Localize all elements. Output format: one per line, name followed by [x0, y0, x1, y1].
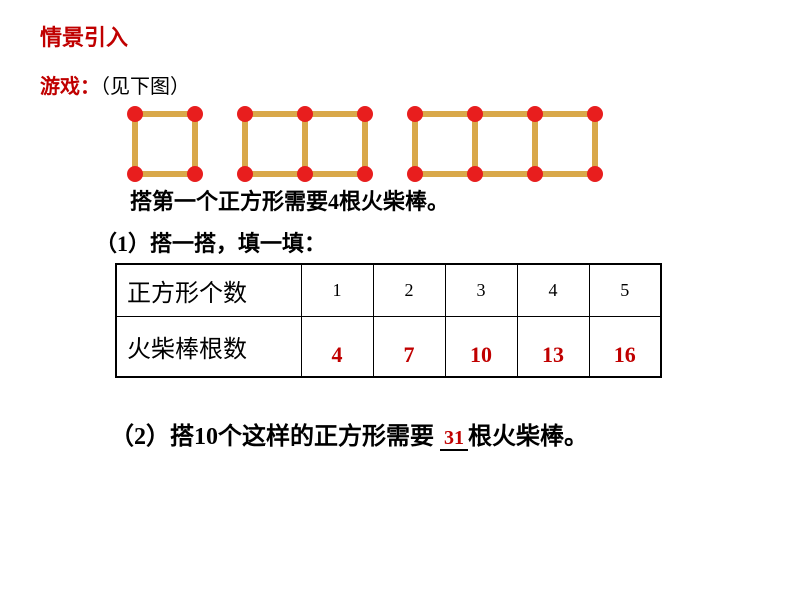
matchstick-head: [127, 106, 143, 122]
matchstick-horizontal: [418, 171, 472, 177]
matchstick-head: [357, 166, 373, 182]
question-2: （2）搭10个这样的正方形需要 31根火柴棒。: [110, 418, 754, 456]
matchstick-vertical: [532, 117, 538, 171]
table-container: 正方形个数 1 2 3 4 5 火柴棒根数 4 7 10 13 16: [115, 263, 754, 378]
matchstick-head: [187, 106, 203, 122]
matchstick-head: [587, 106, 603, 122]
question-1: （1）搭一搭，填一填：: [95, 226, 754, 258]
table-value-cell: 7: [373, 317, 445, 377]
matchstick-diagram-row: [135, 114, 754, 174]
matchstick-horizontal: [538, 171, 592, 177]
matchstick-table: 正方形个数 1 2 3 4 5 火柴棒根数 4 7 10 13 16: [115, 263, 662, 378]
matchstick-head: [467, 106, 483, 122]
matchstick-vertical: [192, 117, 198, 171]
matchstick-head: [297, 106, 313, 122]
matchstick-horizontal: [138, 111, 192, 117]
matchstick-vertical: [242, 117, 248, 171]
table-value-cell: 13: [517, 317, 589, 377]
matchstick-horizontal: [308, 171, 362, 177]
matchstick-head: [237, 106, 253, 122]
matchstick-horizontal: [248, 171, 302, 177]
matchstick-horizontal: [138, 171, 192, 177]
matchstick-head: [407, 166, 423, 182]
game-subheading: 游戏：（见下图）: [40, 70, 754, 99]
matchstick-shape-2: [245, 114, 365, 174]
matchstick-vertical: [362, 117, 368, 171]
matchstick-head: [237, 166, 253, 182]
answer-blank: 31: [440, 425, 468, 451]
subheading-red-text: 游戏：: [40, 76, 100, 98]
matchstick-head: [527, 166, 543, 182]
table-header-cell: 2: [373, 264, 445, 317]
matchstick-shape-1: [135, 114, 195, 174]
matchstick-vertical: [132, 117, 138, 171]
matchstick-vertical: [592, 117, 598, 171]
matchstick-head: [527, 106, 543, 122]
matchstick-head: [127, 166, 143, 182]
table-header-cell: 1: [301, 264, 373, 317]
matchstick-horizontal: [418, 111, 472, 117]
question2-text-part2: 根火柴棒。: [468, 424, 588, 450]
matchstick-head: [357, 106, 373, 122]
section-heading: 情景引入: [40, 20, 754, 52]
matchstick-horizontal: [478, 111, 532, 117]
table-row-headers: 正方形个数 1 2 3 4 5: [116, 264, 661, 317]
matchstick-head: [587, 166, 603, 182]
table-value-cell: 10: [445, 317, 517, 377]
matchstick-vertical: [302, 117, 308, 171]
matchstick-head: [297, 166, 313, 182]
matchstick-horizontal: [308, 111, 362, 117]
question2-text-part1: （2）搭10个这样的正方形需要: [110, 424, 440, 450]
matchstick-horizontal: [478, 171, 532, 177]
matchstick-head: [187, 166, 203, 182]
table-row-values: 火柴棒根数 4 7 10 13 16: [116, 317, 661, 377]
matchstick-head: [467, 166, 483, 182]
matchstick-vertical: [472, 117, 478, 171]
subheading-paren: （见下图）: [100, 76, 190, 98]
table-header-cell: 3: [445, 264, 517, 317]
table-header-cell: 4: [517, 264, 589, 317]
matchstick-head: [407, 106, 423, 122]
row2-header: 火柴棒根数: [116, 317, 301, 377]
table-value-cell: 4: [301, 317, 373, 377]
row1-header: 正方形个数: [116, 264, 301, 317]
matchstick-shape-3: [415, 114, 595, 174]
matchstick-horizontal: [538, 111, 592, 117]
statement-text: 搭第一个正方形需要4根火柴棒。: [130, 184, 754, 216]
table-header-cell: 5: [589, 264, 661, 317]
matchstick-vertical: [412, 117, 418, 171]
matchstick-horizontal: [248, 111, 302, 117]
table-value-cell: 16: [589, 317, 661, 377]
answer-value: 31: [444, 427, 464, 449]
